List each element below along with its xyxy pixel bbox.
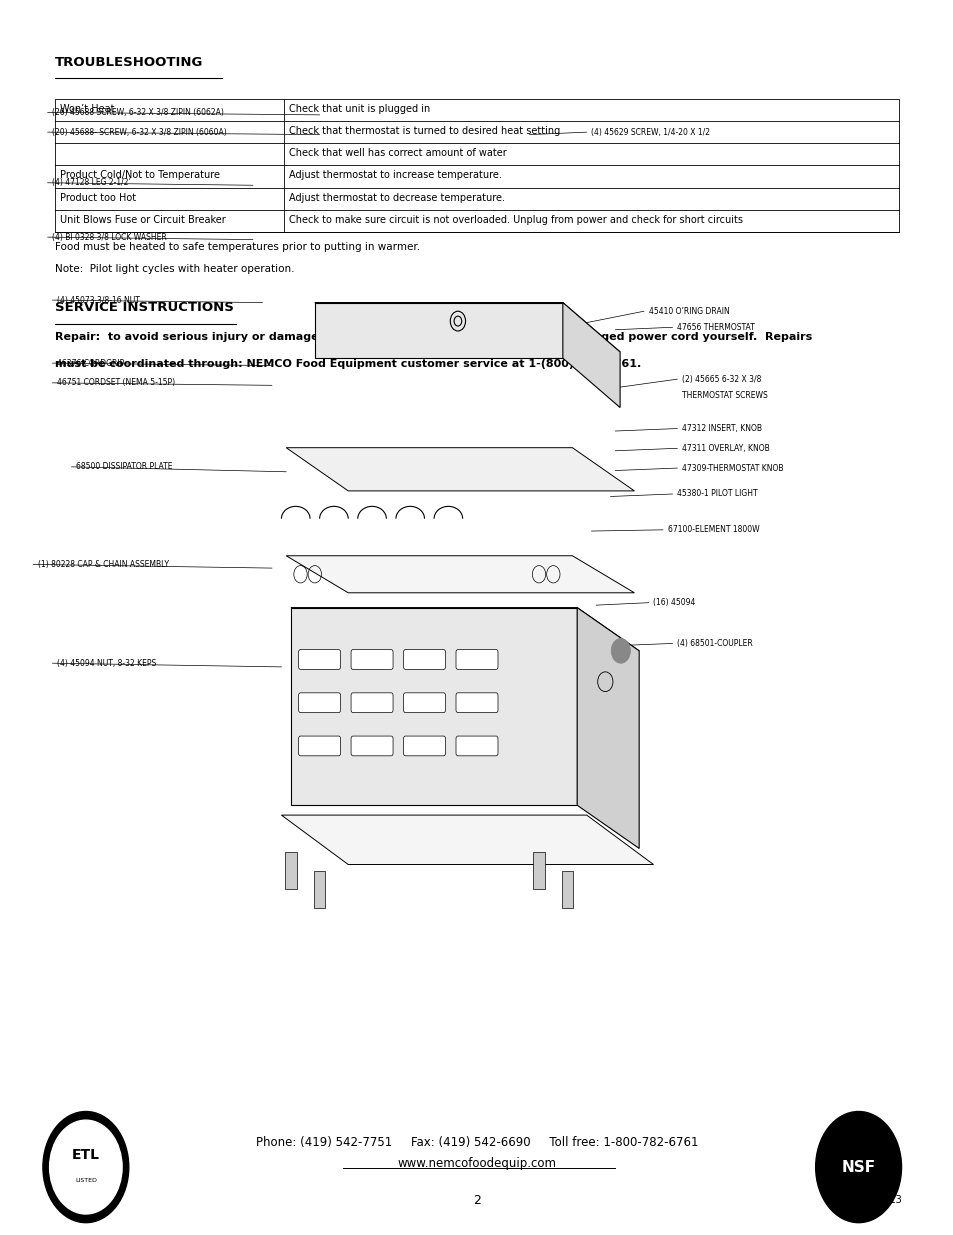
Text: LISTED: LISTED — [75, 1178, 96, 1183]
Polygon shape — [291, 608, 577, 805]
Text: 47656 THERMOSTAT: 47656 THERMOSTAT — [677, 322, 754, 332]
Text: 68500 DISSIPATOR PLATE: 68500 DISSIPATOR PLATE — [76, 462, 172, 472]
Text: Product too Hot: Product too Hot — [60, 193, 135, 203]
Text: (4) 68501-COUPLER: (4) 68501-COUPLER — [677, 638, 752, 648]
Bar — [285, 852, 296, 889]
Text: (2) 45665 6-32 X 3/8: (2) 45665 6-32 X 3/8 — [681, 374, 760, 384]
Text: (4) 45073 3/8-16 NUT: (4) 45073 3/8-16 NUT — [57, 295, 140, 305]
Text: Unit Blows Fuse or Circuit Breaker: Unit Blows Fuse or Circuit Breaker — [60, 215, 225, 225]
FancyBboxPatch shape — [403, 650, 445, 669]
Text: Product Cold/Not to Temperature: Product Cold/Not to Temperature — [60, 170, 219, 180]
Text: (1) 80228 CAP & CHAIN ASSEMBLY: (1) 80228 CAP & CHAIN ASSEMBLY — [38, 559, 169, 569]
Text: (4) 47128 LEG 2-1/2’: (4) 47128 LEG 2-1/2’ — [52, 178, 132, 188]
Polygon shape — [286, 556, 634, 593]
FancyBboxPatch shape — [456, 693, 497, 713]
Text: NSF: NSF — [841, 1160, 875, 1174]
Text: Adjust thermostat to decrease temperature.: Adjust thermostat to decrease temperatur… — [289, 193, 504, 203]
Text: (16) 45094: (16) 45094 — [653, 598, 695, 608]
Polygon shape — [577, 608, 639, 848]
Text: 45380-1 PILOT LIGHT: 45380-1 PILOT LIGHT — [677, 489, 758, 499]
Text: Check that unit is plugged in: Check that unit is plugged in — [289, 104, 430, 114]
Text: Check to make sure circuit is not overloaded. Unplug from power and check for sh: Check to make sure circuit is not overlo… — [289, 215, 742, 225]
FancyBboxPatch shape — [351, 693, 393, 713]
Text: THERMOSTAT SCREWS: THERMOSTAT SCREWS — [681, 390, 767, 400]
Text: Repair:  to avoid serious injury or damage, do not repair the warmer or replace : Repair: to avoid serious injury or damag… — [55, 332, 811, 342]
Polygon shape — [291, 608, 639, 651]
Text: 47309-THERMOSTAT KNOB: 47309-THERMOSTAT KNOB — [681, 463, 782, 473]
Polygon shape — [314, 303, 619, 352]
Polygon shape — [314, 303, 562, 358]
Text: (4) BI 0328 3/8 LOCK WASHER: (4) BI 0328 3/8 LOCK WASHER — [52, 232, 167, 242]
Text: 47312 INSERT, KNOB: 47312 INSERT, KNOB — [681, 424, 761, 433]
Text: Check that thermostat is turned to desired heat setting: Check that thermostat is turned to desir… — [289, 126, 559, 136]
Bar — [533, 852, 544, 889]
Text: 45410 O’RING DRAIN: 45410 O’RING DRAIN — [648, 306, 729, 316]
Circle shape — [50, 1120, 122, 1214]
Circle shape — [43, 1112, 129, 1223]
Text: SERVICE INSTRUCTIONS: SERVICE INSTRUCTIONS — [55, 301, 233, 315]
Bar — [561, 871, 573, 908]
Text: Note:  Pilot light cycles with heater operation.: Note: Pilot light cycles with heater ope… — [55, 264, 294, 274]
FancyBboxPatch shape — [298, 693, 340, 713]
Text: 46751 CORDSET (NEMA 5-15P): 46751 CORDSET (NEMA 5-15P) — [57, 378, 175, 388]
Text: ETL: ETL — [71, 1147, 100, 1162]
Text: (4) 45629 SCREW, 1/4-20 X 1/2: (4) 45629 SCREW, 1/4-20 X 1/2 — [591, 127, 710, 137]
Text: Phone: (419) 542-7751     Fax: (419) 542-6690     Toll free: 1-800-782-6761: Phone: (419) 542-7751 Fax: (419) 542-669… — [255, 1136, 698, 1149]
Text: 47097: 47097 — [870, 1178, 901, 1188]
FancyBboxPatch shape — [298, 650, 340, 669]
FancyBboxPatch shape — [403, 693, 445, 713]
Text: www.nemcofoodequip.com: www.nemcofoodequip.com — [397, 1157, 556, 1170]
FancyBboxPatch shape — [456, 650, 497, 669]
Text: 47311 OVERLAY, KNOB: 47311 OVERLAY, KNOB — [681, 443, 769, 453]
Bar — [314, 871, 325, 908]
Polygon shape — [562, 303, 619, 408]
Text: (4) 45094 NUT, 8-32 KEPS: (4) 45094 NUT, 8-32 KEPS — [57, 658, 156, 668]
Text: (20) 45688- SCREW, 6-32 X 3/8 ZIPIN (6060A): (20) 45688- SCREW, 6-32 X 3/8 ZIPIN (606… — [52, 127, 227, 137]
Bar — [55, 99, 898, 232]
FancyBboxPatch shape — [351, 736, 393, 756]
Text: 7-08-13: 7-08-13 — [862, 1195, 901, 1205]
Circle shape — [611, 638, 630, 663]
Text: (26) 45688 SCREW, 6-32 X 3/8 ZIPIN (6062A): (26) 45688 SCREW, 6-32 X 3/8 ZIPIN (6062… — [52, 107, 224, 117]
FancyBboxPatch shape — [351, 650, 393, 669]
Text: Check that well has correct amount of water: Check that well has correct amount of wa… — [289, 148, 506, 158]
Polygon shape — [286, 448, 634, 490]
Text: 46376 CORDGRIP: 46376 CORDGRIP — [57, 358, 124, 368]
Text: Food must be heated to safe temperatures prior to putting in warmer.: Food must be heated to safe temperatures… — [55, 242, 419, 252]
FancyBboxPatch shape — [403, 736, 445, 756]
Text: Won’t Heat: Won’t Heat — [60, 104, 114, 114]
Text: Adjust thermostat to increase temperature.: Adjust thermostat to increase temperatur… — [289, 170, 501, 180]
Text: TROUBLESHOOTING: TROUBLESHOOTING — [55, 56, 203, 69]
Text: 67100-ELEMENT 1800W: 67100-ELEMENT 1800W — [667, 525, 759, 535]
Circle shape — [815, 1112, 901, 1223]
FancyBboxPatch shape — [456, 736, 497, 756]
Polygon shape — [281, 815, 653, 864]
Text: must be coordinated through: NEMCO Food Equipment customer service at 1-(800) 78: must be coordinated through: NEMCO Food … — [55, 359, 640, 369]
Text: 2: 2 — [473, 1194, 480, 1207]
FancyBboxPatch shape — [298, 736, 340, 756]
